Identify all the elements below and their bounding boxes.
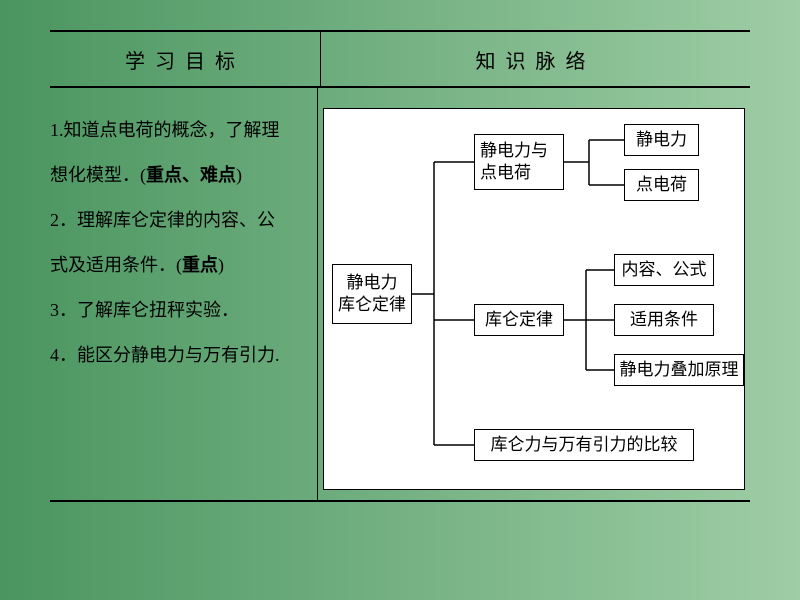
header-right: 知识脉络: [320, 32, 750, 86]
obj1-part-a: 1.知道点电荷的概念，了解理: [50, 120, 280, 140]
body-row: 1.知道点电荷的概念，了解理 想化模型．(重点、难点) 2．理解库仑定律的内容、…: [50, 88, 750, 502]
header-left: 学习目标: [50, 45, 320, 74]
branch1-line1: 静电力与: [480, 140, 548, 162]
objective-1: 1.知道点电荷的概念，了解理 想化模型．(重点、难点): [50, 108, 309, 198]
obj2-part-b: 式及适用条件．(: [50, 255, 182, 275]
root-line1: 静电力: [347, 272, 398, 294]
node-leaf1: 静电力: [624, 124, 699, 156]
obj1-bold: 重点、难点: [146, 165, 236, 185]
obj2-part-c: ): [218, 255, 224, 275]
slide-page: 学习目标 知识脉络 1.知道点电荷的概念，了解理 想化模型．(重点、难点) 2．…: [0, 0, 800, 600]
objectives-column: 1.知道点电荷的概念，了解理 想化模型．(重点、难点) 2．理解库仑定律的内容、…: [50, 88, 317, 500]
node-leaf4: 适用条件: [614, 304, 714, 336]
obj1-part-c: ): [236, 165, 242, 185]
node-root: 静电力 库仑定律: [332, 264, 412, 324]
obj1-part-b: 想化模型．(: [50, 165, 146, 185]
objective-4: 4．能区分静电力与万有引力.: [50, 333, 309, 378]
branch1-line2: 点电荷: [480, 162, 531, 184]
objective-3: 3．了解库仑扭秤实验．: [50, 288, 309, 333]
root-line2: 库仑定律: [338, 294, 406, 316]
content-table: 学习目标 知识脉络 1.知道点电荷的概念，了解理 想化模型．(重点、难点) 2．…: [50, 30, 750, 502]
node-branch2: 库仑定律: [474, 304, 564, 336]
diagram-column: 静电力 库仑定律 静电力与 点电荷 库仑定律 库仑力与万有引力的比较 静电力 点…: [317, 88, 750, 500]
obj2-part-a: 2．理解库仑定律的内容、公: [50, 210, 275, 230]
node-leaf2: 点电荷: [624, 169, 699, 201]
node-leaf5: 静电力叠加原理: [614, 354, 744, 386]
concept-diagram: 静电力 库仑定律 静电力与 点电荷 库仑定律 库仑力与万有引力的比较 静电力 点…: [323, 108, 745, 490]
node-branch3: 库仑力与万有引力的比较: [474, 429, 694, 461]
objective-2: 2．理解库仑定律的内容、公 式及适用条件．(重点): [50, 198, 309, 288]
obj2-bold: 重点: [182, 255, 218, 275]
node-leaf3: 内容、公式: [614, 254, 714, 286]
node-branch1: 静电力与 点电荷: [474, 134, 564, 190]
header-right-text: 知识脉络: [476, 45, 596, 74]
header-row: 学习目标 知识脉络: [50, 32, 750, 88]
